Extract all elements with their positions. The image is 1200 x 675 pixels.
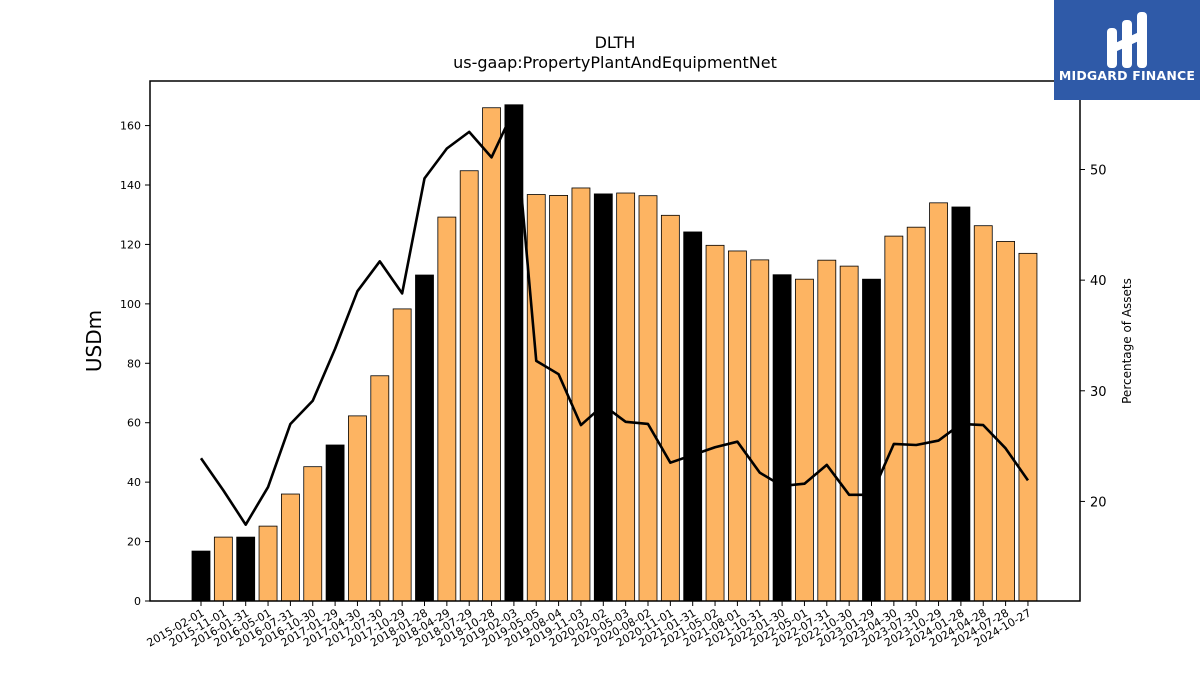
- y-tick-label: 100: [120, 298, 141, 311]
- bar-2024-10-27: [1018, 252, 1038, 602]
- line-group: [199, 108, 1030, 526]
- bar-2018-01-28: [415, 274, 434, 602]
- bar-2020-11-01: [660, 214, 680, 602]
- bar-2019-08-04: [549, 194, 568, 602]
- logo-text: MIDGARD FINANCE: [1058, 68, 1196, 83]
- bar-2021-05-02: [705, 244, 725, 602]
- bar-2016-05-01: [258, 525, 278, 602]
- bar-2023-07-30: [906, 226, 926, 602]
- y2-tick-label: 20: [1090, 495, 1107, 510]
- bar-2015-02-01: [191, 550, 211, 602]
- y-tick-label: 20: [127, 536, 141, 549]
- bar-2017-07-30: [370, 375, 390, 602]
- y-ticks-group: 0 20 40 60 80 100 120 140 160: [120, 120, 150, 608]
- y-axis-label: USDm: [82, 310, 106, 372]
- bar-2018-04-29: [437, 216, 457, 602]
- bar-2024-07-28: [996, 241, 1015, 602]
- y-tick-label: 140: [120, 179, 141, 192]
- bar-2016-01-31: [236, 536, 256, 602]
- bar-2020-08-02: [638, 195, 658, 602]
- bar-2022-10-30: [839, 265, 859, 602]
- bar-2018-10-28: [482, 107, 501, 602]
- bar-2023-04-30: [884, 235, 904, 602]
- y-tick-label: 0: [134, 595, 141, 608]
- bar-2024-04-28: [973, 225, 993, 602]
- y-tick-label: 120: [120, 238, 141, 251]
- bar-2015-11-01: [213, 536, 233, 602]
- chart-title: DLTH: [595, 33, 636, 52]
- bar-2017-10-29: [392, 308, 412, 602]
- midgard-logo-icon: [1107, 12, 1147, 68]
- y-tick-label: 60: [127, 417, 141, 430]
- bar-2022-05-01: [795, 278, 814, 602]
- bars-group: [191, 104, 1038, 602]
- bar-2018-07-29: [459, 170, 479, 602]
- bar-2024-01-28: [951, 206, 971, 602]
- bar-2019-05-05: [526, 194, 546, 602]
- axes-group: [149, 80, 1081, 602]
- x-ticks-group: 2015-02-012015-11-012016-01-312016-05-01…: [145, 601, 1033, 650]
- y-tick-label: 160: [120, 120, 141, 133]
- bar-2023-01-29: [862, 278, 881, 602]
- bar-2019-11-03: [571, 187, 591, 602]
- bar-2016-10-30: [303, 466, 323, 602]
- y2-tick-label: 40: [1090, 274, 1107, 289]
- bar-2023-10-29: [929, 202, 948, 602]
- bar-2021-08-01: [728, 250, 747, 602]
- bar-2021-01-31: [683, 231, 703, 602]
- bar-2022-01-30: [772, 274, 792, 602]
- y2-tick-label: 50: [1090, 164, 1107, 179]
- y2-tick-label: 30: [1090, 385, 1107, 400]
- bar-2022-07-31: [817, 259, 837, 602]
- y2-axis-label: Percentage of Assets: [1120, 278, 1134, 404]
- y2-ticks-group: 20 30 40 50: [1080, 164, 1107, 510]
- y-tick-label: 40: [127, 476, 141, 489]
- bar-2017-01-29: [325, 444, 345, 602]
- bar-2020-05-03: [616, 192, 636, 602]
- chart-subtitle: us-gaap:PropertyPlantAndEquipmentNet: [453, 53, 777, 72]
- y-tick-label: 80: [127, 357, 141, 370]
- bar-2017-04-30: [348, 415, 367, 602]
- bar-2016-07-31: [280, 493, 300, 602]
- brand-logo: MIDGARD FINANCE: [1054, 0, 1200, 100]
- bar-2021-10-31: [750, 259, 770, 602]
- bar-2020-02-02: [593, 193, 613, 602]
- percentage-line: [199, 108, 1030, 526]
- plot-frame: [149, 80, 1081, 602]
